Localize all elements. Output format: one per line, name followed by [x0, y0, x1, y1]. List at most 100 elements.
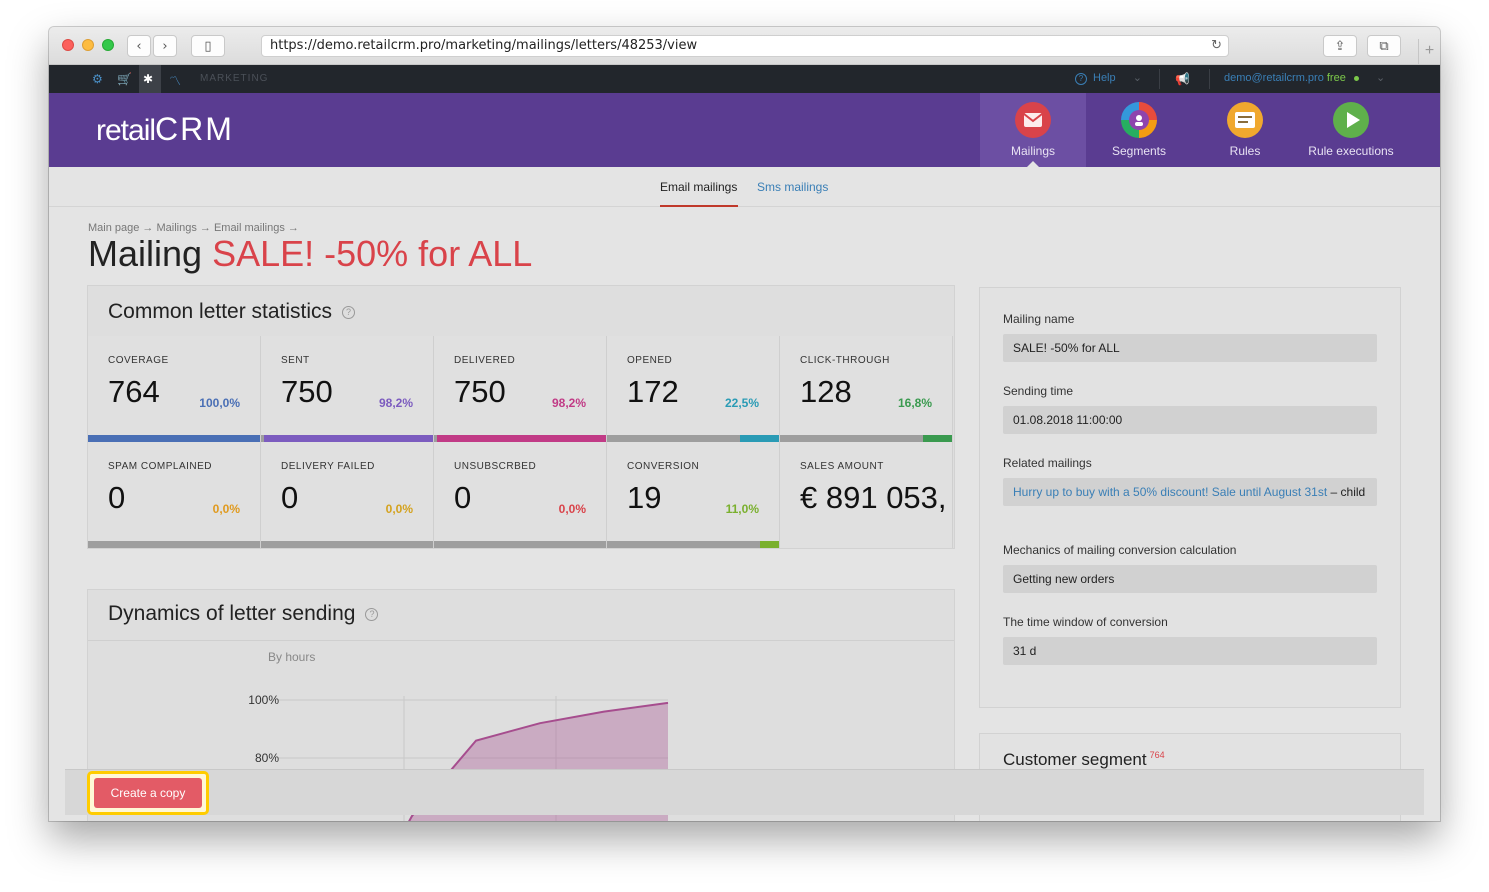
- stat-label: CLICK-THROUGH: [800, 355, 890, 366]
- stat-tile-delivery-failed: DELIVERY FAILED 0 0,0%: [261, 442, 434, 548]
- help-menu[interactable]: ? Help ⌄: [1075, 71, 1142, 85]
- plan-badge: free: [1326, 72, 1346, 84]
- field-label: Sending time: [1003, 384, 1074, 398]
- tabs-overview-button[interactable]: ⧉: [1367, 35, 1401, 57]
- mailing-details-panel: Mailing name SALE! -50% for ALL Sending …: [979, 287, 1401, 708]
- mailing-name-value: SALE! -50% for ALL: [1003, 334, 1377, 362]
- stat-label: OPENED: [627, 355, 673, 366]
- stat-label: UNSUBSCRBED: [454, 461, 537, 472]
- divider: [88, 640, 954, 641]
- stat-label: SPAM COMPLAINED: [108, 461, 212, 472]
- logo-text: retail: [96, 114, 156, 147]
- stat-percent: 0,0%: [558, 502, 586, 516]
- stat-percent: 16,8%: [897, 396, 932, 410]
- back-button[interactable]: ‹: [127, 35, 151, 57]
- segment-count: 764: [1149, 750, 1165, 761]
- card-title: Common letter statistics?: [108, 300, 356, 324]
- stat-percent: 11,0%: [725, 502, 759, 516]
- stat-percent: 98,2%: [551, 396, 586, 410]
- stat-value: 19: [627, 480, 662, 515]
- rules-icon: [1227, 102, 1263, 138]
- stat-tile-click-through: CLICK-THROUGH 128 16,8%: [780, 336, 953, 442]
- minimize-window-button[interactable]: [82, 39, 94, 51]
- settings-icon[interactable]: ⚙: [92, 72, 103, 86]
- user-menu[interactable]: demo@retailcrm.pro free ⌄: [1224, 71, 1385, 84]
- stat-progress-bar: [780, 435, 952, 442]
- sending-time-value: 01.08.2018 11:00:00: [1003, 406, 1377, 434]
- stat-progress-bar: [434, 435, 606, 442]
- stat-progress-bar: [607, 541, 779, 548]
- segment-title: Customer segment 764: [1003, 750, 1165, 770]
- stat-tile-sent: SENT 750 98,2%: [261, 336, 434, 442]
- nav-rule-executions[interactable]: Rule executions: [1298, 93, 1404, 167]
- stat-tile-coverage: COVERAGE 764 100,0%: [88, 336, 261, 442]
- mailing-name-title: SALE! -50% for ALL: [212, 233, 533, 274]
- module-label: MARKETING: [200, 73, 269, 84]
- chevron-right-icon: ›: [162, 38, 168, 54]
- field-label: Mailing name: [1003, 312, 1075, 326]
- sidebar-toggle-button[interactable]: ▯: [191, 35, 225, 57]
- marketing-module-button[interactable]: [139, 65, 161, 93]
- tab-sms-mailings[interactable]: Sms mailings: [757, 180, 829, 194]
- stat-label: SENT: [281, 355, 310, 366]
- stat-value: € 891 053,: [800, 480, 947, 515]
- analytics-icon[interactable]: 〽: [169, 74, 182, 88]
- segment-title-text: Customer segment: [1003, 750, 1147, 769]
- conversion-mechanics-value: Getting new orders: [1003, 565, 1377, 593]
- create-copy-button[interactable]: Create a copy: [94, 778, 202, 808]
- mailings-icon: [1015, 102, 1051, 138]
- stat-progress-fill: [264, 435, 433, 442]
- crm-header: retailCRM Mailings Segments Rules Rule e…: [49, 93, 1440, 167]
- breadcrumb[interactable]: Main page → Mailings → Email mailings →: [88, 222, 299, 234]
- retailcrm-logo[interactable]: retailCRM: [96, 111, 234, 148]
- address-bar[interactable]: https://demo.retailcrm.pro/marketing/mai…: [261, 35, 1229, 57]
- help-icon[interactable]: ?: [365, 607, 379, 621]
- tab-email-mailings[interactable]: Email mailings: [660, 180, 738, 194]
- nav-label: Rule executions: [1308, 144, 1394, 158]
- address-text: https://demo.retailcrm.pro/marketing/mai…: [270, 38, 698, 53]
- reload-icon[interactable]: ↻: [1211, 38, 1222, 53]
- card-title: Dynamics of letter sending?: [108, 602, 379, 626]
- nav-segments[interactable]: Segments: [1086, 93, 1192, 167]
- stat-tile-delivered: DELIVERED 750 98,2%: [434, 336, 607, 442]
- stat-label: DELIVERED: [454, 355, 516, 366]
- field-label: Mechanics of mailing conversion calculat…: [1003, 543, 1237, 557]
- stat-progress-bar: [434, 541, 606, 548]
- help-icon[interactable]: ?: [342, 305, 356, 319]
- stat-progress-bar: [261, 435, 433, 442]
- new-tab-button[interactable]: +: [1418, 39, 1440, 65]
- megaphone-icon[interactable]: 📢: [1175, 72, 1190, 86]
- stat-value: 172: [627, 374, 679, 409]
- nav-rules[interactable]: Rules: [1192, 93, 1298, 167]
- stat-value: 0: [454, 480, 472, 515]
- share-icon: ⇪: [1334, 38, 1346, 54]
- browser-window: ‹ › ▯ https://demo.retailcrm.pro/marketi…: [49, 27, 1440, 821]
- stat-progress-bar: [88, 541, 260, 548]
- dynamics-title: Dynamics of letter sending: [108, 602, 356, 625]
- stat-percent: 100,0%: [199, 396, 240, 410]
- nav-mailings[interactable]: Mailings: [980, 93, 1086, 167]
- close-window-button[interactable]: [62, 39, 74, 51]
- stat-value: 0: [281, 480, 299, 515]
- field-label: The time window of conversion: [1003, 615, 1168, 629]
- bottom-action-bar: Create a copy: [65, 769, 1424, 815]
- cart-icon[interactable]: 🛒: [117, 72, 132, 86]
- rule-executions-icon: [1333, 102, 1369, 138]
- highlight-frame: Create a copy: [87, 771, 209, 815]
- stat-progress-bar: [88, 435, 260, 442]
- y-tick-label: 80%: [255, 751, 279, 765]
- zoom-window-button[interactable]: [102, 39, 114, 51]
- nav-label: Rules: [1229, 144, 1261, 158]
- stat-tile-conversion: CONVERSION 19 11,0%: [607, 442, 780, 548]
- stat-value: 128: [800, 374, 852, 409]
- user-email: demo@retailcrm.pro: [1224, 72, 1324, 84]
- active-caret: [1027, 161, 1039, 167]
- grouping-mode-label[interactable]: By hours: [268, 650, 316, 664]
- stat-percent: 0,0%: [385, 502, 413, 516]
- share-button[interactable]: ⇪: [1323, 35, 1357, 57]
- related-mailing-link[interactable]: Hurry up to buy with a 50% discount! Sal…: [1013, 485, 1328, 499]
- forward-button[interactable]: ›: [153, 35, 177, 57]
- related-mailing-role: – child: [1327, 485, 1366, 499]
- stat-percent: 0,0%: [212, 502, 240, 516]
- divider: [1209, 69, 1210, 89]
